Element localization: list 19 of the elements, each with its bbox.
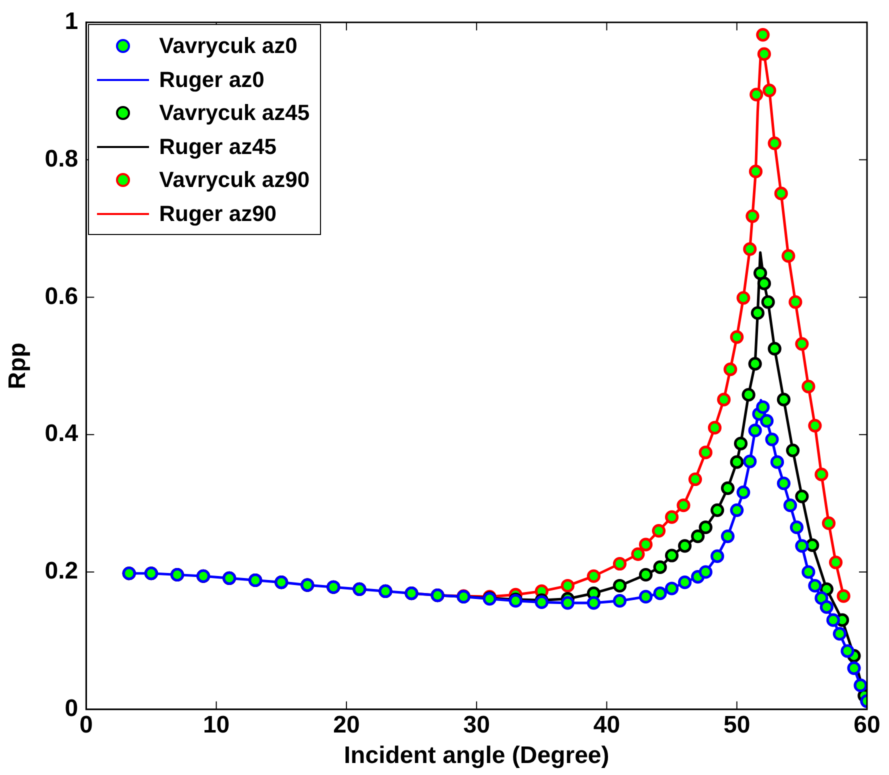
legend-label: Ruger az90 bbox=[159, 200, 277, 227]
legend-label: Ruger az45 bbox=[159, 134, 277, 160]
legend-label: Vavrycuk az0 bbox=[159, 33, 298, 60]
legend-label: Vavrycuk az45 bbox=[159, 100, 310, 126]
y-tick-label: 1 bbox=[64, 8, 78, 36]
y-axis-title: Rpp bbox=[4, 342, 32, 390]
x-tick-label: 40 bbox=[593, 711, 620, 738]
x-tick-label: 60 bbox=[854, 711, 880, 738]
y-tick-label: 0.2 bbox=[44, 558, 78, 585]
legend-label: Vavrycuk az90 bbox=[159, 167, 310, 194]
y-tick-label: 0.6 bbox=[44, 282, 78, 310]
x-tick-label: 50 bbox=[724, 711, 750, 738]
y-tick-label: 0.8 bbox=[44, 145, 78, 172]
x-tick-label: 30 bbox=[463, 711, 490, 738]
x-axis-title: Incident angle (Degree) bbox=[344, 742, 610, 770]
x-tick-label: 10 bbox=[202, 711, 230, 738]
x-tick-label: 20 bbox=[333, 711, 360, 738]
y-tick-label: 0.4 bbox=[44, 420, 79, 448]
legend-label: Ruger az0 bbox=[159, 66, 264, 93]
